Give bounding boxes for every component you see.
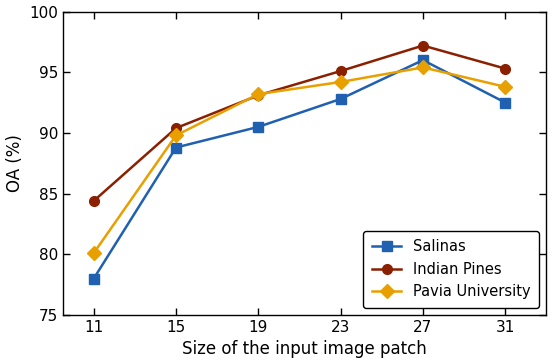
Indian Pines [173,126,179,130]
Line: Salinas: Salinas [89,55,510,284]
X-axis label: Size of the input image patch: Size of the input image patch [182,340,427,359]
Pavia University [91,251,97,255]
Y-axis label: OA (%): OA (%) [6,134,24,192]
Salinas [420,58,426,62]
Pavia University [502,85,508,89]
Salinas [91,276,97,281]
Pavia University [255,92,262,96]
Salinas [173,145,179,150]
Indian Pines [255,93,262,98]
Indian Pines [91,199,97,203]
Pavia University [420,65,426,70]
Salinas [337,97,344,101]
Indian Pines [502,66,508,71]
Indian Pines [420,43,426,48]
Line: Pavia University: Pavia University [89,63,510,258]
Salinas [502,100,508,105]
Pavia University [337,80,344,84]
Indian Pines [337,69,344,73]
Legend: Salinas, Indian Pines, Pavia University: Salinas, Indian Pines, Pavia University [363,231,539,308]
Pavia University [173,133,179,138]
Line: Indian Pines: Indian Pines [89,41,510,206]
Salinas [255,125,262,129]
